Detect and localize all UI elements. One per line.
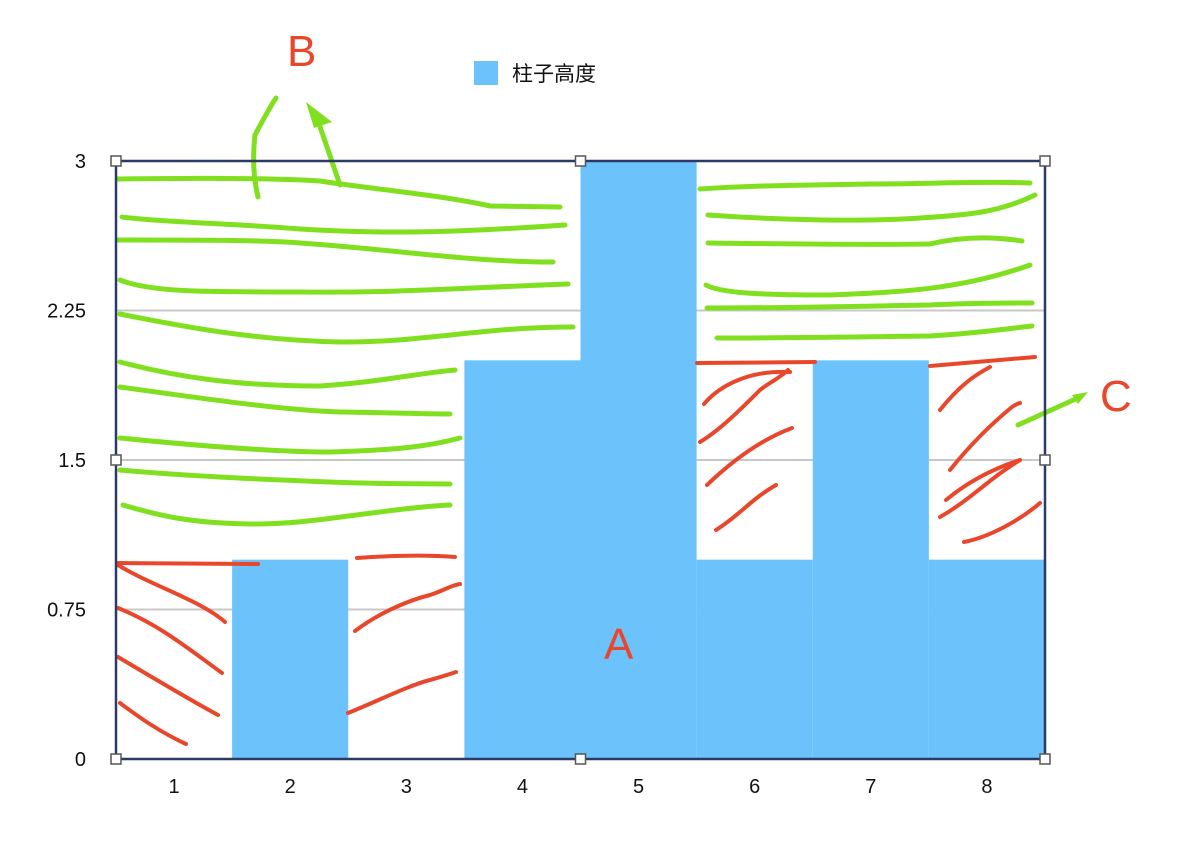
bar-8 <box>928 559 1045 759</box>
x-axis-labels: 1 2 3 4 5 6 7 8 <box>169 776 993 798</box>
annotation-c: C <box>1100 372 1132 421</box>
resize-handle[interactable] <box>574 155 587 167</box>
bar-7 <box>812 360 929 759</box>
y-tick-label: 0.75 <box>47 600 86 622</box>
green-rain-strokes <box>115 95 1083 527</box>
y-tick-label: 1.5 <box>58 450 86 472</box>
selection-handles[interactable] <box>110 155 1051 765</box>
y-axis-labels: 0 0.75 1.5 2.25 3 <box>47 151 86 771</box>
legend-swatch <box>474 61 498 85</box>
annotation-b: B <box>287 27 316 76</box>
x-tick-label: 6 <box>749 776 760 798</box>
resize-handle[interactable] <box>110 753 122 765</box>
red-water-strokes <box>116 355 1042 746</box>
y-tick-label: 0 <box>75 749 86 771</box>
x-tick-label: 7 <box>865 776 876 798</box>
bar-6 <box>696 559 813 759</box>
resize-handle[interactable] <box>110 454 122 466</box>
bar-2 <box>232 559 349 759</box>
x-tick-label: 1 <box>169 776 180 798</box>
green-arrowheads <box>306 102 1088 404</box>
x-tick-label: 2 <box>285 776 296 798</box>
bar-5 <box>580 161 697 759</box>
annotation-a: A <box>604 620 634 669</box>
resize-handle[interactable] <box>1039 753 1051 765</box>
legend: 柱子高度 <box>474 61 596 86</box>
resize-handle[interactable] <box>574 753 587 765</box>
bars <box>232 161 1045 759</box>
bar-4 <box>464 360 581 759</box>
legend-label: 柱子高度 <box>512 62 596 86</box>
y-tick-label: 3 <box>75 151 86 173</box>
y-tick-label: 2.25 <box>47 301 86 323</box>
resize-handle[interactable] <box>1039 454 1051 466</box>
resize-handle[interactable] <box>1039 155 1051 167</box>
x-tick-label: 4 <box>517 776 528 798</box>
x-tick-label: 3 <box>401 776 412 798</box>
x-tick-label: 8 <box>981 776 992 798</box>
x-tick-label: 5 <box>633 776 644 798</box>
resize-handle[interactable] <box>110 155 122 167</box>
